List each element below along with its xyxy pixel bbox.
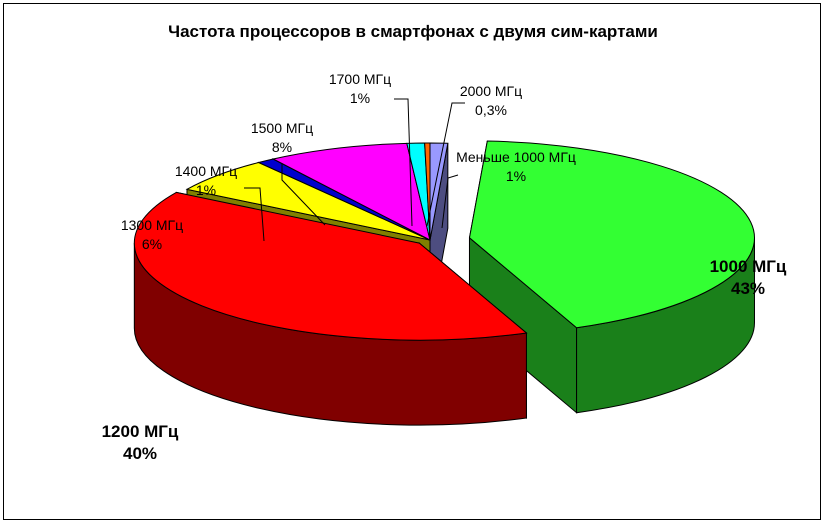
slice-label-меньше-1000-мгц: Меньше 1000 МГц (456, 149, 576, 165)
slice-percent-1700-мгц: 1% (350, 90, 370, 106)
slice-percent-2000-мгц: 0,3% (475, 102, 507, 118)
slice-1000-мгц (468, 140, 755, 329)
slice-percent-1200-мгц: 40% (123, 444, 157, 463)
slice-label-1000-мгц: 1000 МГц (710, 257, 787, 276)
chart-title: Частота процессоров в смартфонах с двумя… (168, 22, 658, 41)
chart-frame (3, 3, 821, 520)
slice-1500-мгц (271, 142, 431, 241)
slice-label-1500-мгц: 1500 МГц (251, 120, 313, 136)
leader-line-1700-мгц (394, 98, 413, 227)
slice-percent-меньше-1000-мгц: 1% (506, 168, 526, 184)
leader-line-2000-мгц (426, 102, 465, 227)
slice-percent-1400-мгц: 1% (196, 182, 216, 198)
leader-line-1500-мгц (281, 163, 326, 226)
slice-label-1700-мгц: 1700 МГц (329, 71, 391, 87)
slice-1200-мгц (133, 191, 528, 341)
slice-label-1300-мгц: 1300 МГц (121, 217, 183, 233)
leader-line-меньше-1000-мгц (441, 174, 459, 229)
slice-label-1200-мгц: 1200 МГц (102, 422, 179, 441)
leader-line-1400-мгц (244, 187, 265, 242)
slice-percent-1500-мгц: 8% (272, 139, 292, 155)
slice-label-1400-мгц: 1400 МГц (175, 163, 237, 179)
slice-percent-1300-мгц: 6% (142, 236, 162, 252)
slice-label-2000-мгц: 2000 МГц (460, 83, 522, 99)
slice-percent-1000-мгц: 43% (731, 279, 765, 298)
